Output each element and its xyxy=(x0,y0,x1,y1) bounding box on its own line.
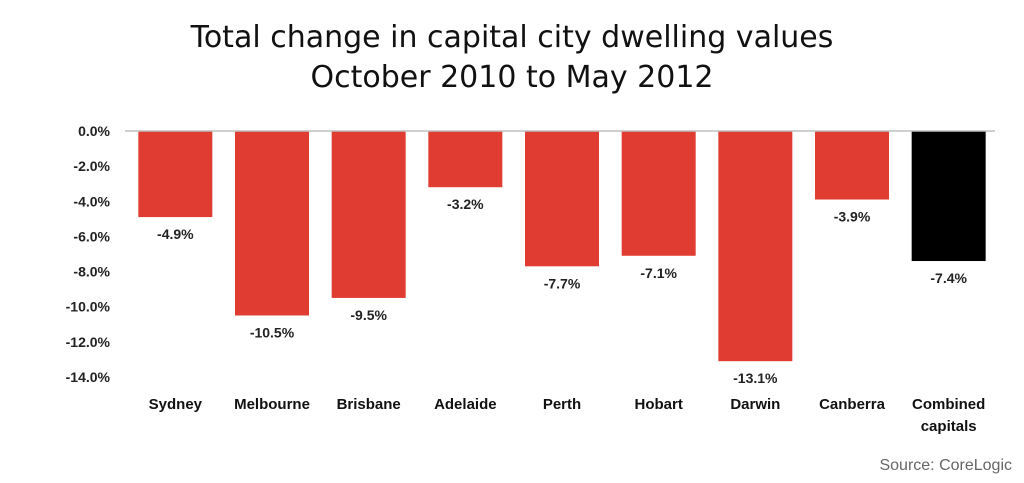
source-note: Source: CoreLogic xyxy=(879,457,1012,474)
y-tick-label: -10.0% xyxy=(66,299,111,315)
bar xyxy=(718,131,793,362)
category-label: Brisbane xyxy=(337,396,401,413)
chart-title: Total change in capital city dwelling va… xyxy=(0,18,1024,98)
data-label: -7.1% xyxy=(640,265,677,281)
y-tick-label: -12.0% xyxy=(66,334,111,350)
y-tick-label: -2.0% xyxy=(73,158,110,174)
data-label: -3.9% xyxy=(834,209,871,225)
category-label: Darwin xyxy=(730,396,780,413)
data-label: -7.7% xyxy=(544,275,581,291)
data-label: -9.5% xyxy=(350,307,387,323)
bar xyxy=(525,131,599,267)
data-label: -13.1% xyxy=(733,370,778,386)
category-label: Perth xyxy=(543,396,581,413)
data-label: -3.2% xyxy=(447,196,484,212)
category-label: Melbourne xyxy=(234,396,310,413)
bar xyxy=(331,131,406,298)
y-tick-label: 0.0% xyxy=(78,123,110,139)
bar xyxy=(621,131,696,256)
category-label: Combined xyxy=(912,396,985,413)
category-label: Hobart xyxy=(634,396,682,413)
y-tick-label: -6.0% xyxy=(73,228,110,244)
bar xyxy=(138,131,213,218)
y-tick-label: -14.0% xyxy=(66,369,111,385)
data-label: -10.5% xyxy=(250,325,295,341)
category-label: Adelaide xyxy=(434,396,497,413)
data-label: -7.4% xyxy=(930,270,967,286)
bar xyxy=(235,131,309,316)
bar xyxy=(428,131,503,188)
category-label: Sydney xyxy=(149,396,203,413)
chart-title-line-1: Total change in capital city dwelling va… xyxy=(190,20,834,55)
data-label: -4.9% xyxy=(157,226,194,242)
category-label: capitals xyxy=(921,418,977,435)
chart-title-line-2: October 2010 to May 2012 xyxy=(310,60,714,95)
bar xyxy=(911,131,986,262)
category-label: Canberra xyxy=(819,396,886,413)
y-tick-label: -4.0% xyxy=(73,193,110,209)
bar xyxy=(815,131,889,200)
y-tick-label: -8.0% xyxy=(73,264,110,280)
